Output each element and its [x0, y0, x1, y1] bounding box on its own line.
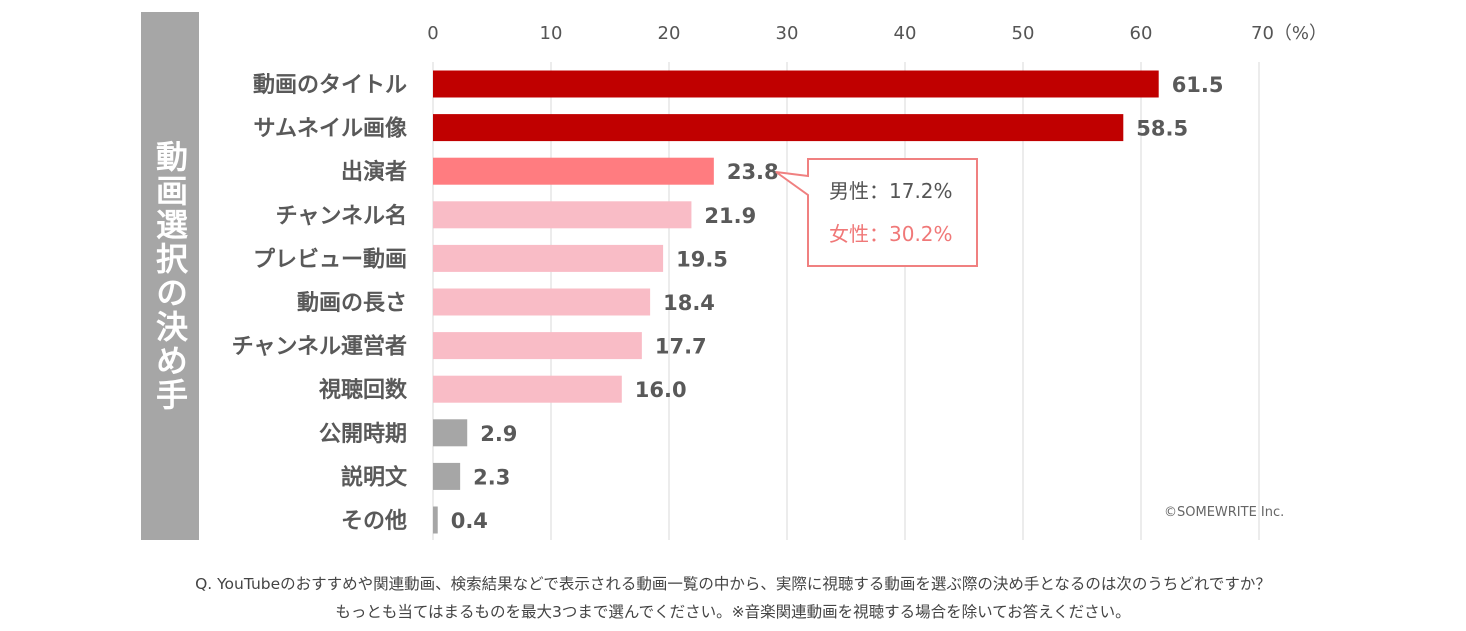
x-tick-label: 30	[776, 23, 799, 44]
bar	[433, 375, 622, 403]
bar	[433, 462, 461, 490]
callout-male-text: 男性：17.2%	[829, 179, 953, 203]
value-label: 16.0	[635, 378, 687, 402]
x-tick-label: 10	[540, 23, 563, 44]
x-tick-label: 60	[1130, 23, 1153, 44]
category-label: その他	[341, 509, 407, 534]
bar	[433, 114, 1124, 142]
footer-instruction: もっとも当てはまるものを最大3つまで選んでください。※音楽関連動画を視聴する場合…	[335, 603, 1131, 621]
category-label: 動画のタイトル	[253, 73, 407, 98]
category-label: 公開時期	[319, 422, 407, 447]
callout-female-text: 女性：30.2%	[829, 222, 953, 246]
category-label: 説明文	[341, 464, 408, 490]
bar	[433, 506, 438, 534]
category-label: 出演者	[341, 159, 407, 185]
value-label: 61.5	[1172, 73, 1224, 97]
footer-question: Q. YouTubeのおすすめや関連動画、検索結果などで表示される動画一覧の中か…	[195, 575, 1271, 593]
side-title: 動画選択の決め手	[151, 140, 189, 412]
bar	[433, 70, 1159, 98]
x-tick-label: 70（%）	[1251, 23, 1327, 44]
category-label: サムネイル画像	[253, 116, 408, 142]
side-title-band	[141, 12, 199, 540]
x-tick-label: 20	[658, 23, 681, 44]
bar	[433, 157, 714, 185]
category-label: 視聴回数	[319, 377, 408, 403]
value-label: 17.7	[655, 335, 707, 359]
copyright-text: ©SOMEWRITE Inc.	[1164, 505, 1284, 520]
value-label: 21.9	[704, 204, 756, 228]
bar	[433, 201, 692, 229]
category-label: プレビュー動画	[253, 247, 407, 272]
value-label: 23.8	[727, 160, 779, 184]
bar	[433, 288, 651, 316]
bar	[433, 419, 468, 447]
category-label: 動画の長さ	[297, 291, 407, 316]
category-label: チャンネル名	[276, 203, 407, 229]
gender-callout: 男性：17.2% 女性：30.2%	[775, 158, 978, 267]
bar	[433, 332, 642, 360]
value-label: 18.4	[663, 291, 715, 315]
value-label: 2.3	[473, 465, 510, 489]
x-tick-label: 40	[894, 23, 917, 44]
callout-box	[775, 158, 978, 267]
value-label: 19.5	[676, 247, 728, 271]
x-tick-label: 0	[427, 23, 438, 44]
x-tick-label: 50	[1012, 23, 1035, 44]
category-label: チャンネル運営者	[232, 334, 407, 360]
value-label: 2.9	[480, 422, 517, 446]
bar	[433, 244, 664, 272]
value-label: 0.4	[451, 509, 488, 533]
value-label: 58.5	[1136, 117, 1188, 141]
